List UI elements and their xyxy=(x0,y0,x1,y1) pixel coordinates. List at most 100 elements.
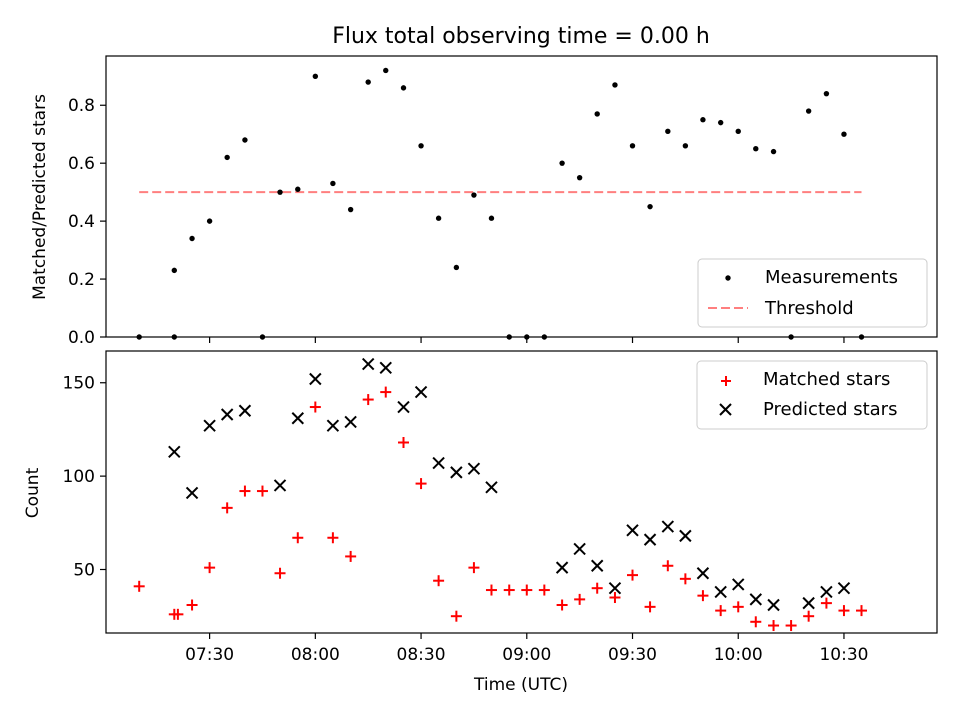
predicted-star-point xyxy=(185,486,199,500)
predicted-star-point xyxy=(749,593,762,606)
matched-star-point xyxy=(803,610,815,622)
predicted-star-point xyxy=(273,479,287,492)
matched-star-point xyxy=(186,599,198,611)
predicted-star-point xyxy=(344,415,357,429)
measurement-point xyxy=(330,180,336,187)
matched-star-point xyxy=(133,580,145,592)
bottom-x-tick-label: 07:30 xyxy=(185,645,234,665)
measurement-point xyxy=(770,148,777,155)
measurement-point xyxy=(594,111,600,117)
measurement-point xyxy=(383,67,389,74)
bottom-x-tick-label: 10:00 xyxy=(714,645,763,665)
matched-star-point xyxy=(433,575,445,587)
chart-title: Flux total observing time = 0.00 h xyxy=(332,24,710,49)
predicted-star-point xyxy=(238,404,252,417)
matched-star-point xyxy=(768,620,780,632)
bottom-legend-box xyxy=(696,360,928,430)
top-y-axis-label: Matched/Predicted stars xyxy=(30,94,50,300)
matched-star-point xyxy=(380,386,392,398)
predicted-star-point xyxy=(661,520,675,533)
legend-matched-label: Matched stars xyxy=(763,369,890,390)
measurement-point xyxy=(435,215,442,221)
top-y-tick-label: 0.0 xyxy=(68,328,95,348)
measurement-point xyxy=(418,143,424,149)
top-data-marks xyxy=(136,67,865,340)
matched-star-point xyxy=(415,478,427,490)
measurement-point xyxy=(365,79,371,85)
bottom-data-marks xyxy=(133,357,868,632)
predicted-star-point xyxy=(679,529,692,543)
matched-star-point xyxy=(398,437,410,449)
matched-star-point xyxy=(292,532,304,544)
predicted-star-point xyxy=(626,524,639,537)
measurement-point xyxy=(665,128,671,135)
predicted-star-point xyxy=(432,456,445,470)
matched-star-point xyxy=(309,401,321,413)
top-y-ticks: 0.0 0.2 0.4 0.6 0.8 xyxy=(68,96,106,348)
matched-star-point xyxy=(362,394,374,406)
matched-star-point xyxy=(644,601,656,613)
predicted-star-point xyxy=(802,596,815,610)
measurement-point xyxy=(576,174,583,181)
predicted-star-point xyxy=(450,466,463,479)
matched-star-point xyxy=(345,550,357,562)
measurement-point xyxy=(224,154,230,161)
top-axes-frame xyxy=(105,55,938,338)
bottom-x-tick-label: 08:00 xyxy=(291,645,340,665)
measurement-point xyxy=(823,90,830,97)
matched-star-point xyxy=(574,593,586,605)
bottom-x-tick-label: 09:00 xyxy=(502,645,551,665)
predicted-star-point xyxy=(608,581,622,595)
measurement-point xyxy=(612,82,618,88)
legend-measurements-marker xyxy=(725,275,731,281)
matched-star-point xyxy=(820,597,832,609)
matched-star-point xyxy=(204,562,216,574)
measurement-point xyxy=(277,189,283,195)
measurement-point xyxy=(347,206,354,213)
matched-star-point xyxy=(662,560,674,572)
matched-star-point xyxy=(538,584,550,596)
predicted-star-point xyxy=(467,462,481,475)
measurement-point xyxy=(171,267,177,274)
measurement-point xyxy=(189,235,195,242)
bottom-y-tick-label: 150 xyxy=(63,374,95,394)
measurement-point xyxy=(735,128,741,135)
measurement-point xyxy=(753,146,759,152)
predicted-star-point xyxy=(643,533,657,546)
measurement-point xyxy=(717,119,724,126)
predicted-star-point xyxy=(485,481,498,494)
measurement-point xyxy=(700,117,706,123)
matched-star-point xyxy=(274,567,286,579)
legend-measurements-label: Measurements xyxy=(765,267,898,288)
top-y-tick-label: 0.8 xyxy=(68,96,95,116)
bottom-y-tick-label: 50 xyxy=(73,561,95,581)
predicted-star-point xyxy=(220,408,234,421)
top-legend: Measurements Threshold xyxy=(697,258,928,328)
predicted-star-point xyxy=(837,581,851,595)
matched-star-point xyxy=(627,569,639,581)
measurement-point xyxy=(682,143,689,149)
measurement-point xyxy=(559,160,565,166)
matched-star-point xyxy=(556,599,568,611)
bottom-y-axis-label: Count xyxy=(23,467,43,518)
matched-star-point xyxy=(239,485,251,497)
matched-star-point xyxy=(256,485,268,497)
matched-star-point xyxy=(697,590,709,602)
measurement-point xyxy=(471,192,477,198)
bottom-y-tick-label: 100 xyxy=(63,467,95,487)
predicted-star-point xyxy=(414,385,428,399)
predicted-star-point xyxy=(767,598,780,612)
predicted-star-point xyxy=(573,542,586,556)
predicted-star-point xyxy=(379,361,392,375)
top-y-tick-label: 0.6 xyxy=(68,154,95,174)
legend-predicted-label: Predicted stars xyxy=(763,399,897,420)
measurement-point xyxy=(647,203,653,210)
top-y-tick-label: 0.4 xyxy=(68,212,95,232)
measurement-point xyxy=(841,131,847,137)
matched-star-point xyxy=(609,592,621,604)
legend-predicted-marker xyxy=(719,403,732,416)
legend-threshold-label: Threshold xyxy=(764,298,854,319)
bottom-panel: 50 100 150 07:30 08:00 08:30 09:00 09:30 10:00 1… xyxy=(23,350,938,695)
